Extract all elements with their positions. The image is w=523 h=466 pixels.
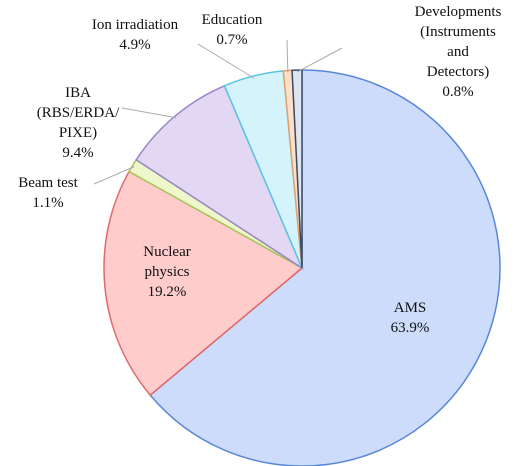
slice-label: AMS 63.9% xyxy=(391,298,430,338)
value-label: 0.7% xyxy=(216,32,248,48)
category-name: Developments (Instruments and Detectors) xyxy=(414,4,502,80)
value-label: 63.9% xyxy=(390,320,430,336)
leader-line xyxy=(93,166,135,185)
leader-line xyxy=(286,39,289,73)
category-name: Nuclear physics xyxy=(143,244,191,280)
pie-slice xyxy=(135,84,304,270)
slice-label: IBA (RBS/ERDA/ PIXE) 9.4% xyxy=(37,83,120,163)
category-name: AMS xyxy=(393,300,427,316)
slice-label: Developments (Instruments and Detectors)… xyxy=(415,2,502,102)
value-label: 0.8% xyxy=(442,84,474,100)
pie-slice xyxy=(291,69,303,269)
category-name: Education xyxy=(201,12,263,28)
slice-label: Education 0.7% xyxy=(202,10,263,50)
value-label: 1.1% xyxy=(32,195,64,211)
value-label: 4.9% xyxy=(119,37,151,53)
leader-line xyxy=(296,47,343,73)
category-name: IBA (RBS/ERDA/ PIXE) xyxy=(36,85,120,141)
slice-label: Nuclear physics 19.2% xyxy=(143,242,190,302)
pie-slice xyxy=(103,170,304,397)
slice-label: Ion irradiation 4.9% xyxy=(92,15,178,55)
slice-label: Beam test 1.1% xyxy=(18,173,78,213)
category-name: Ion irradiation xyxy=(91,17,179,33)
value-label: 19.2% xyxy=(147,284,187,300)
leader-line xyxy=(121,107,177,119)
category-name: Beam test xyxy=(18,175,78,191)
pie-slice xyxy=(149,69,501,466)
value-label: 9.4% xyxy=(62,145,94,161)
leader-line xyxy=(197,43,255,79)
